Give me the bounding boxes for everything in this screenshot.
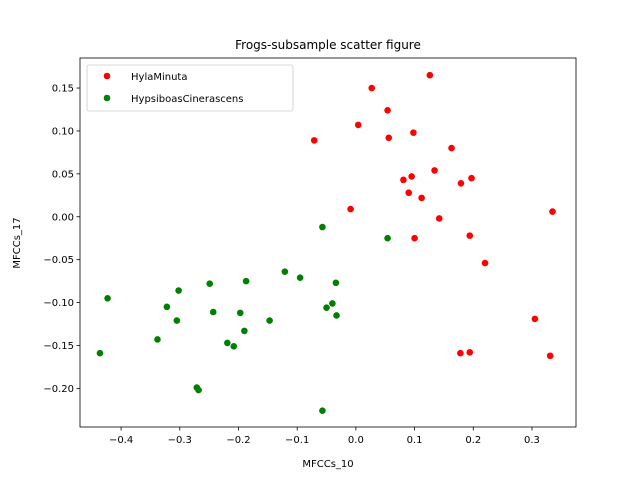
point-hylaminuta-16 bbox=[435, 215, 443, 222]
legend-label-hypsiboascinerascens: HypsiboasCinerascens bbox=[131, 94, 243, 105]
point-hypsiboascinerascens-6 bbox=[206, 280, 214, 287]
point-hylaminuta-6 bbox=[410, 129, 417, 136]
point-hylaminuta-1 bbox=[368, 84, 376, 92]
point-hypsiboascinerascens-23 bbox=[195, 386, 202, 394]
y-axis-ticks: −0.20 −0.15 −0.10 −0.05 0.00 0.05 0.10 0.15 bbox=[43, 84, 80, 395]
point-hypsiboascinerascens-20 bbox=[230, 343, 238, 350]
point-hypsiboascinerascens-18 bbox=[154, 336, 161, 343]
point-hypsiboascinerascens-4 bbox=[332, 279, 340, 287]
point-hylaminuta-14 bbox=[418, 194, 425, 202]
y-tick-label: 0.10 bbox=[52, 126, 74, 137]
point-hylaminuta-24 bbox=[546, 352, 554, 360]
y-tick-label: −0.15 bbox=[43, 341, 74, 352]
point-hylaminuta-10 bbox=[408, 173, 415, 180]
legend-marker-hypsiboascinerascens bbox=[103, 94, 111, 102]
point-hypsiboascinerascens-14 bbox=[333, 312, 340, 319]
point-hypsiboascinerascens-11 bbox=[163, 303, 171, 311]
point-hylaminuta-19 bbox=[466, 232, 474, 239]
x-tick-label: 0.2 bbox=[465, 435, 481, 446]
point-hypsiboascinerascens-3 bbox=[296, 274, 304, 281]
point-hypsiboascinerascens-7 bbox=[175, 287, 182, 294]
point-hypsiboascinerascens-5 bbox=[242, 277, 250, 285]
point-hypsiboascinerascens-9 bbox=[329, 300, 336, 307]
point-hylaminuta-0 bbox=[426, 71, 434, 79]
point-hypsiboascinerascens-24 bbox=[319, 407, 326, 415]
point-hylaminuta-5 bbox=[385, 134, 393, 142]
y-axis-label: MFCCs_17 bbox=[12, 217, 23, 268]
point-hypsiboascinerascens-12 bbox=[209, 308, 217, 316]
x-tick-label: 0.1 bbox=[407, 435, 423, 446]
point-hypsiboascinerascens-0 bbox=[319, 223, 326, 231]
point-hypsiboascinerascens-8 bbox=[104, 294, 111, 302]
x-axis-ticks: −0.4 −0.3 −0.2 −0.1 0.0 0.1 0.2 0.3 bbox=[109, 427, 540, 446]
point-hypsiboascinerascens-10 bbox=[323, 304, 330, 312]
legend-label-hylaminuta: HylaMinuta bbox=[131, 72, 187, 83]
x-tick-label: −0.3 bbox=[168, 435, 192, 446]
legend: HylaMinuta HypsiboasCinerascens bbox=[86, 64, 294, 112]
point-hylaminuta-8 bbox=[431, 167, 438, 174]
point-hylaminuta-12 bbox=[468, 174, 475, 182]
legend-box bbox=[86, 64, 294, 112]
chart-title: Frogs-subsample scatter figure bbox=[235, 38, 421, 52]
points-layer bbox=[96, 71, 556, 415]
point-hypsiboascinerascens-2 bbox=[281, 268, 289, 275]
point-hypsiboascinerascens-13 bbox=[236, 309, 244, 317]
x-axis-label: MFCCs_10 bbox=[302, 459, 353, 470]
y-tick-label: −0.20 bbox=[43, 384, 74, 395]
x-tick-label: −0.4 bbox=[109, 435, 133, 446]
x-tick-label: 0.0 bbox=[348, 435, 364, 446]
point-hypsiboascinerascens-17 bbox=[241, 327, 248, 335]
x-tick-label: −0.1 bbox=[285, 435, 309, 446]
point-hypsiboascinerascens-21 bbox=[96, 349, 104, 357]
point-hypsiboascinerascens-15 bbox=[266, 317, 273, 324]
x-tick-label: −0.2 bbox=[226, 435, 250, 446]
point-hypsiboascinerascens-1 bbox=[384, 234, 391, 242]
point-hylaminuta-3 bbox=[310, 137, 318, 144]
point-hylaminuta-9 bbox=[400, 176, 407, 184]
legend-marker-hylaminuta bbox=[103, 72, 111, 80]
point-hypsiboascinerascens-16 bbox=[173, 317, 181, 324]
plot-frame bbox=[79, 57, 577, 428]
y-tick-label: −0.05 bbox=[43, 255, 74, 266]
point-hylaminuta-7 bbox=[448, 144, 455, 152]
y-tick-label: −0.10 bbox=[43, 298, 74, 309]
point-hylaminuta-20 bbox=[481, 259, 489, 267]
point-hylaminuta-15 bbox=[347, 205, 354, 213]
point-hylaminuta-13 bbox=[405, 189, 413, 197]
point-hylaminuta-2 bbox=[384, 107, 391, 114]
y-tick-label: 0.05 bbox=[52, 169, 74, 180]
y-tick-label: 0.15 bbox=[52, 84, 74, 95]
point-hylaminuta-21 bbox=[531, 315, 539, 323]
point-hylaminuta-22 bbox=[457, 349, 464, 357]
x-tick-label: 0.3 bbox=[524, 435, 540, 446]
y-tick-label: 0.00 bbox=[52, 212, 74, 223]
point-hylaminuta-23 bbox=[466, 349, 474, 356]
point-hylaminuta-11 bbox=[457, 179, 465, 187]
point-hylaminuta-4 bbox=[354, 121, 362, 129]
point-hypsiboascinerascens-19 bbox=[224, 339, 231, 347]
point-hylaminuta-18 bbox=[411, 234, 418, 242]
point-hylaminuta-17 bbox=[549, 208, 556, 215]
